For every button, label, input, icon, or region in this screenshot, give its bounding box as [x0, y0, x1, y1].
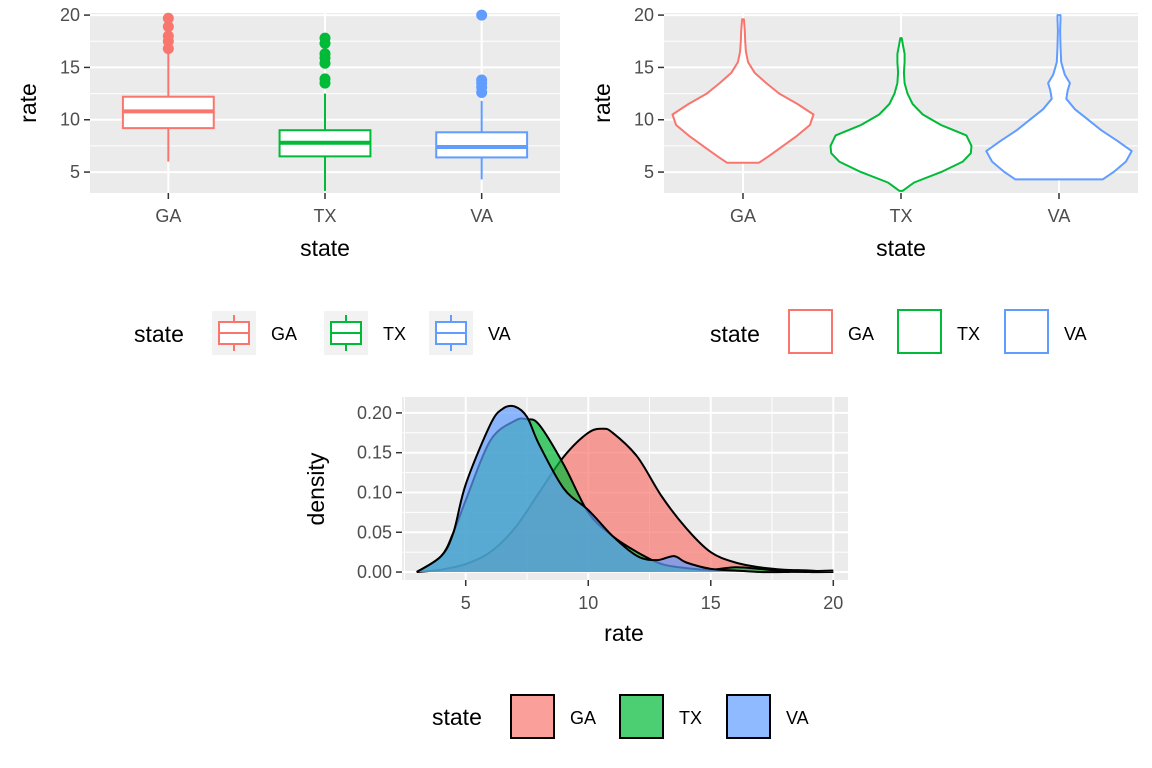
x-tick-label: VA [470, 206, 493, 226]
legend-label-ga: GA [848, 324, 874, 344]
box-outlier-point [476, 74, 488, 86]
density-axes: 5 10 15 20 0.00 0.05 0.10 0.15 0.20 [357, 403, 843, 613]
x-tick-label: 10 [578, 593, 598, 613]
legend-label-tx: TX [957, 324, 980, 344]
violin-legend-title: state [710, 321, 760, 347]
legend-label-ga: GA [271, 324, 297, 344]
legend-key-violin [897, 309, 942, 354]
legend-key-fill [726, 694, 771, 739]
violin-axes: 5 10 15 20 GA TX VA [634, 5, 1070, 226]
box-outlier-point [319, 73, 331, 85]
y-tick-label: 15 [60, 57, 80, 77]
density-legend: state GA TX VA [432, 694, 809, 739]
violin-x-axis-title: state [876, 235, 926, 261]
legend-label-va: VA [1064, 324, 1087, 344]
violin-y-axis-title: rate [589, 83, 615, 123]
y-tick-label: 0.10 [357, 482, 392, 502]
boxplot-panel: 5 10 15 20 GA TX VA state rate state GA TX VA [15, 5, 560, 355]
violin-legend: state GA TX VA [710, 309, 1087, 354]
density-panel: 5 10 15 20 0.00 0.05 0.10 0.15 0.20 rate density… [303, 397, 848, 739]
legend-label-ga: GA [570, 708, 596, 728]
box-va [435, 131, 529, 159]
density-area-va [416, 405, 834, 573]
x-tick-label: 5 [461, 593, 471, 613]
legend-key-fill [510, 694, 555, 739]
y-tick-label: 5 [70, 162, 80, 182]
y-tick-label: 15 [634, 57, 654, 77]
legend-label-tx: TX [383, 324, 406, 344]
boxplot-axes: 5 10 15 20 GA TX VA [60, 5, 493, 226]
violin-ga [671, 18, 815, 164]
y-tick-label: 0.05 [357, 522, 392, 542]
box-outlier-point [319, 32, 331, 44]
boxplot-legend: state GA TX VA [134, 311, 511, 355]
y-tick-label: 10 [60, 110, 80, 130]
legend-key-fill [619, 694, 664, 739]
x-tick-label: VA [1048, 206, 1071, 226]
x-tick-label: TX [889, 206, 912, 226]
violin-panel: 5 10 15 20 GA TX VA state rate state GA TX VA [589, 5, 1138, 354]
legend-label-va: VA [488, 324, 511, 344]
x-tick-label: 15 [701, 593, 721, 613]
y-tick-label: 0.00 [357, 562, 392, 582]
y-tick-label: 5 [644, 162, 654, 182]
legend-label-va: VA [786, 708, 809, 728]
y-tick-label: 0.20 [357, 403, 392, 423]
density-line-va [416, 404, 834, 574]
x-tick-label: GA [730, 206, 756, 226]
boxplot-x-axis-title: state [300, 235, 350, 261]
density-legend-title: state [432, 704, 482, 730]
x-tick-label: TX [313, 206, 336, 226]
legend-key-violin [1004, 309, 1049, 354]
box-outlier-point [162, 21, 174, 33]
density-marks [416, 404, 834, 574]
x-tick-label: 20 [823, 593, 843, 613]
density-y-axis-title: density [303, 452, 329, 525]
box-outlier-point [162, 12, 174, 24]
legend-key-violin [788, 309, 833, 354]
violin-marks [671, 14, 1133, 192]
legend-label-tx: TX [679, 708, 702, 728]
y-tick-label: 10 [634, 110, 654, 130]
violin-tx [829, 37, 973, 192]
violin-va [985, 14, 1133, 181]
box-outlier-point [162, 30, 174, 42]
y-tick-label: 0.15 [357, 443, 392, 463]
x-tick-label: GA [155, 206, 181, 226]
box-outlier-point [476, 9, 488, 21]
boxplot-legend-title: state [134, 321, 184, 347]
y-tick-label: 20 [634, 5, 654, 25]
boxplot-marks [121, 9, 529, 191]
box-outlier-point [319, 48, 331, 60]
boxplot-y-axis-title: rate [15, 83, 41, 123]
y-tick-label: 20 [60, 5, 80, 25]
density-x-axis-title: rate [604, 620, 644, 646]
